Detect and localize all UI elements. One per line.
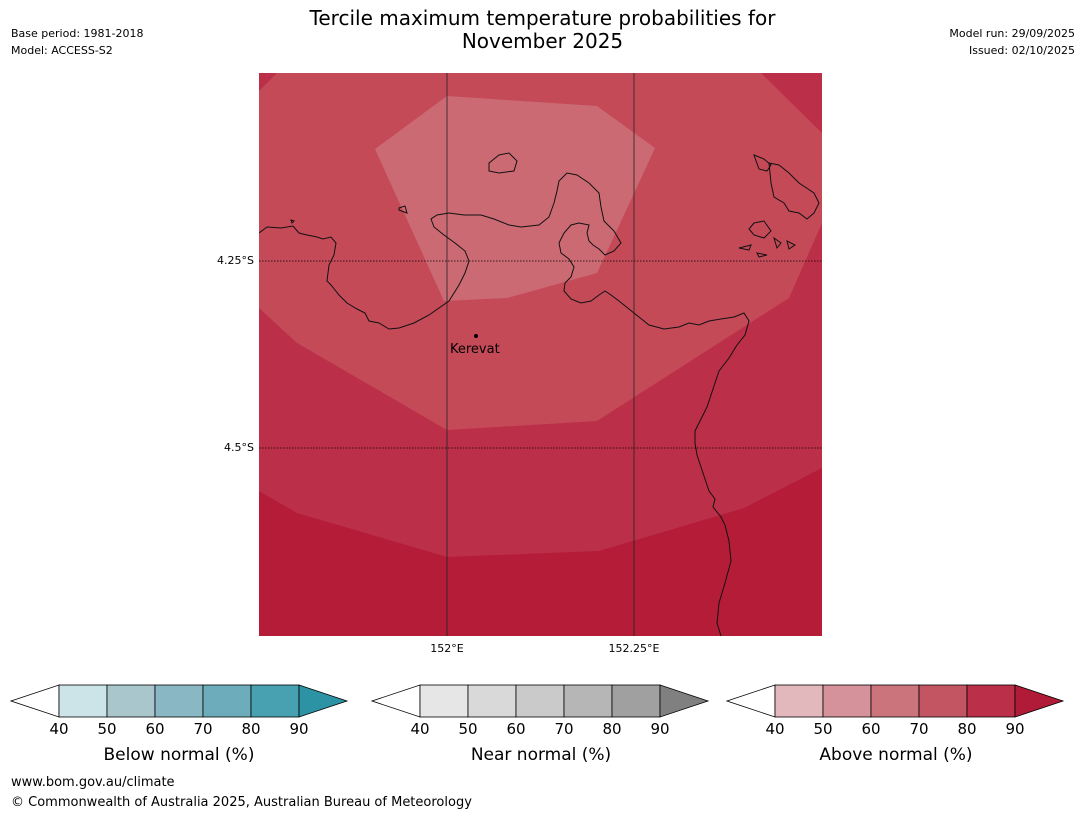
map-band-60 [375,96,655,301]
footer-url: www.bom.gov.au/climate [11,775,175,790]
near-normal-tick-60: 60 [506,720,526,738]
below-normal-swatch-40-50 [58,684,108,718]
base-period-text: Base period: 1981-2018 [11,27,144,40]
near-normal-label: Near normal (%) [470,745,612,765]
place-marker [474,334,478,338]
above-normal-swatch-gt90 [1014,684,1065,718]
lat-label-4-5: 4.5°S [224,441,254,454]
near-normal-tick-50: 50 [458,720,478,738]
above-normal-swatch-40-50 [774,684,824,718]
above-normal-tick-70: 70 [909,720,929,738]
below-normal-swatch-gt90 [298,684,349,718]
lon-label-152-25: 152.25°E [608,642,660,655]
near-normal-tick-70: 70 [554,720,574,738]
below-normal-tick-60: 60 [145,720,165,738]
below-normal-label: Below normal (%) [103,745,255,765]
near-normal-tick-80: 80 [602,720,622,738]
near-normal-tick-90: 90 [650,720,670,738]
probability-map [259,73,822,636]
below-normal-swatch-60-70 [154,684,204,718]
below-normal-tick-90: 90 [289,720,309,738]
header-right: Model run: 29/09/2025 Issued: 02/10/2025 [949,25,1075,59]
below-normal-swatch-50-60 [106,684,156,718]
above-normal-swatch-70-80 [918,684,968,718]
issued-text: Issued: 02/10/2025 [968,44,1075,57]
model-run-text: Model run: 29/09/2025 [949,27,1075,40]
title-line-2: November 2025 [461,29,624,53]
colorbar-near-normal [371,684,710,718]
near-normal-swatch-80-90 [611,684,661,718]
model-text: Model: ACCESS-S2 [11,44,113,57]
lat-label-4-25: 4.25°S [217,254,254,267]
near-normal-swatch-40-50 [419,684,469,718]
above-normal-swatch-lt40 [726,684,776,718]
above-normal-tick-80: 80 [957,720,977,738]
footer-copyright: © Commonwealth of Australia 2025, Austra… [11,795,472,810]
above-normal-tick-40: 40 [765,720,785,738]
colorbar-above-normal [726,684,1065,718]
header-left: Base period: 1981-2018 Model: ACCESS-S2 [11,25,143,59]
below-normal-tick-40: 40 [49,720,69,738]
chart-title: Tercile maximum temperature probabilitie… [0,7,1085,53]
lon-label-152: 152°E [430,642,464,655]
above-normal-swatch-80-90 [966,684,1016,718]
near-normal-swatch-70-80 [563,684,613,718]
near-normal-swatch-lt40 [371,684,421,718]
near-normal-tick-40: 40 [410,720,430,738]
near-normal-swatch-gt90 [659,684,710,718]
below-normal-swatch-80-90 [250,684,300,718]
place-label-kerevat: Kerevat [450,342,500,357]
above-normal-tick-60: 60 [861,720,881,738]
below-normal-tick-80: 80 [241,720,261,738]
above-normal-swatch-50-60 [822,684,872,718]
colorbar-below-normal [10,684,349,718]
above-normal-swatch-60-70 [870,684,920,718]
above-normal-tick-50: 50 [813,720,833,738]
above-normal-tick-90: 90 [1005,720,1025,738]
below-normal-tick-70: 70 [193,720,213,738]
title-line-1: Tercile maximum temperature probabilitie… [309,6,776,30]
above-normal-label: Above normal (%) [819,745,973,765]
near-normal-swatch-50-60 [467,684,517,718]
below-normal-swatch-70-80 [202,684,252,718]
below-normal-swatch-lt40 [10,684,60,718]
coastline [259,152,820,636]
below-normal-tick-50: 50 [97,720,117,738]
near-normal-swatch-60-70 [515,684,565,718]
